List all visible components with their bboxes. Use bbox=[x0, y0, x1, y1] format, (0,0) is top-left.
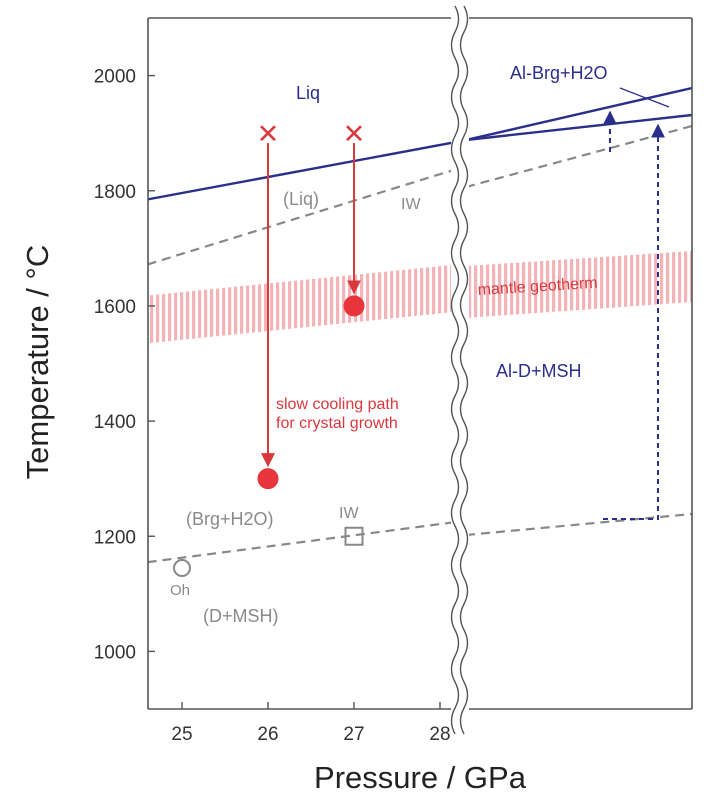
y-tick-label-2000: 2000 bbox=[94, 67, 136, 88]
x-tick-label-28: 28 bbox=[429, 724, 450, 745]
cooling-annotation-line1: slow cooling path bbox=[276, 396, 399, 413]
y-axis-title-unit: °C bbox=[20, 245, 55, 280]
al-brg-pointer-line bbox=[619, 87, 670, 108]
x-tick-label-27: 27 bbox=[343, 724, 364, 745]
liquidus-line-right-upper bbox=[466, 86, 692, 142]
iw-buffer-lower-left bbox=[148, 521, 454, 564]
end-point-27 bbox=[343, 295, 365, 317]
iw-buffer-upper-left bbox=[148, 168, 454, 266]
end-point-26 bbox=[257, 468, 279, 490]
x-tick-label-25: 25 bbox=[171, 724, 192, 745]
y-tick-label-1400: 1400 bbox=[94, 412, 136, 433]
iw-line-label: IW bbox=[401, 196, 421, 213]
brg-h2o-paren-label: (Brg+H2O) bbox=[186, 509, 274, 529]
al-brg-h2o-label: Al-Brg+H2O bbox=[510, 63, 608, 83]
iw-open-square bbox=[344, 526, 364, 546]
liq-paren-label: (Liq) bbox=[283, 189, 319, 209]
cooling-annotation-line2: for crystal growth bbox=[276, 415, 398, 432]
liq-label: Liq bbox=[296, 83, 320, 103]
al-d-msh-label: Al-D+MSH bbox=[496, 361, 582, 381]
liquidus-line-left bbox=[148, 141, 454, 201]
iw-buffer-lower-right bbox=[466, 512, 692, 537]
start-marker-27 bbox=[346, 125, 362, 142]
blue-dashed-arrow-long bbox=[603, 123, 665, 520]
axis-break bbox=[450, 4, 469, 735]
liquidus-line-right-lower bbox=[466, 113, 692, 142]
start-marker-26 bbox=[260, 125, 276, 142]
iw-point-label: IW bbox=[339, 505, 359, 522]
oh-open-circle bbox=[173, 559, 191, 578]
oh-point-label: Oh bbox=[170, 582, 190, 599]
y-tick-label-1000: 1000 bbox=[94, 642, 136, 663]
d-msh-paren-label: (D+MSH) bbox=[203, 606, 279, 626]
y-tick-label-1600: 1600 bbox=[94, 297, 136, 318]
y-axis-title: Temperature / °C bbox=[20, 245, 55, 480]
geotherm-band-right bbox=[466, 251, 692, 318]
geotherm-band-left bbox=[148, 264, 454, 344]
y-tick-label-1200: 1200 bbox=[94, 527, 136, 548]
y-axis-title-main: Temperature / bbox=[20, 279, 55, 479]
x-tick-label-26: 26 bbox=[257, 724, 278, 745]
y-tick-label-1800: 1800 bbox=[94, 182, 136, 203]
x-axis-title: Pressure / GPa bbox=[314, 760, 527, 795]
